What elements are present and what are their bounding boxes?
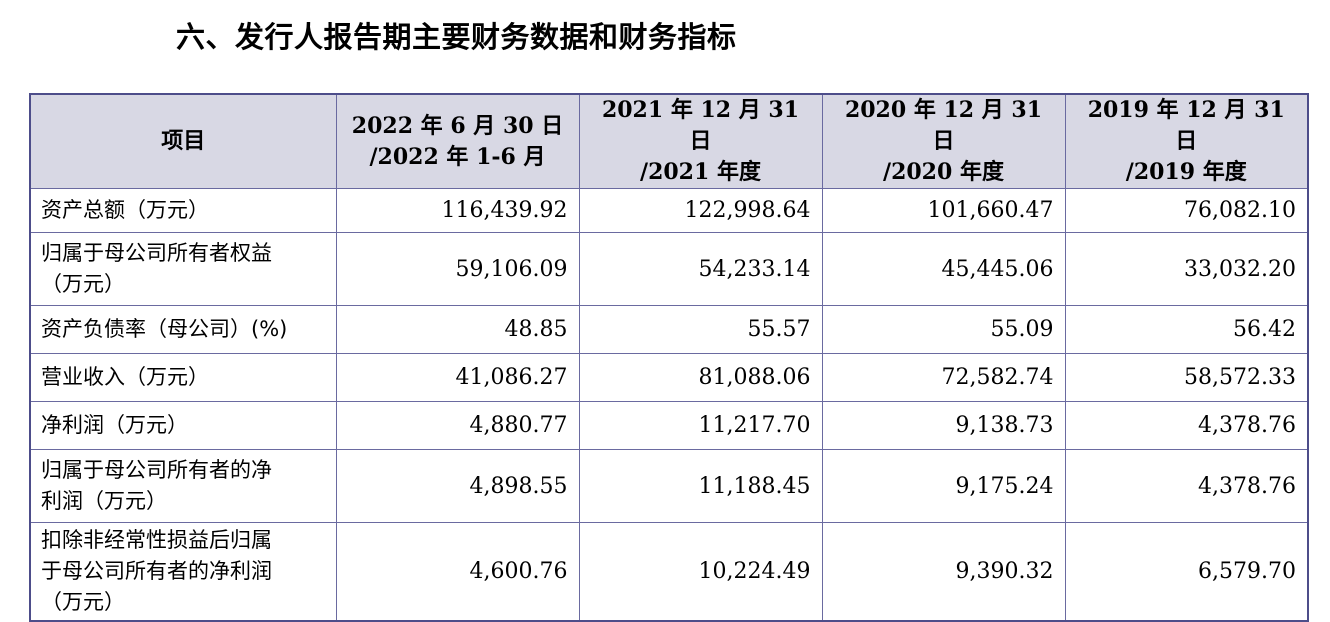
row-label: 归属于母公司所有者的净 利润（万元）: [29, 449, 337, 523]
cell-value: 45,445.06: [821, 232, 1066, 306]
cell-value: 72,582.74: [821, 353, 1066, 402]
header-period-2: 2021 年 12 月 31 日/2021 年度: [578, 93, 823, 189]
table-row: 归属于母公司所有者权益 （万元） 59,106.09 54,233.14 45,445.…: [29, 232, 1309, 306]
cell-value: 33,032.20: [1064, 232, 1309, 306]
table-header: 项目 2022 年 6 月 30 日/2022 年 1-6 月 2021 年 12 …: [29, 93, 1309, 189]
header-line: 2020 年 12 月 31 日: [844, 97, 1043, 154]
cell-value: 54,233.14: [578, 232, 823, 306]
cell-value: 81,088.06: [578, 353, 823, 402]
cell-value: 4,378.76: [1064, 449, 1309, 523]
cell-value: 11,217.70: [578, 401, 823, 450]
row-label: 资产总额（万元）: [29, 188, 337, 233]
cell-value: 4,880.77: [335, 401, 580, 450]
header-line: /2022 年 1-6 月: [369, 143, 546, 170]
header-line: 2021 年 12 月 31 日: [601, 97, 800, 154]
cell-value: 56.42: [1064, 305, 1309, 354]
cell-value: 9,390.32: [821, 522, 1066, 621]
header-line: 项目: [161, 128, 206, 154]
row-label-line: （万元）: [41, 589, 125, 614]
row-label-line: 利润（万元）: [41, 489, 167, 513]
table-row: 资产负债率（母公司）(%) 48.85 55.57 55.09 56.42: [29, 305, 1309, 354]
row-label: 扣除非经常性损益后归属 于母公司所有者的净利润 （万元）: [29, 522, 337, 621]
cell-value: 55.57: [578, 305, 823, 354]
cell-value: 11,188.45: [578, 449, 823, 523]
row-label-line: 资产负债率（母公司）(%): [41, 317, 288, 341]
header-period-1: 2022 年 6 月 30 日/2022 年 1-6 月: [335, 93, 580, 189]
header-row: 项目 2022 年 6 月 30 日/2022 年 1-6 月 2021 年 12 …: [29, 93, 1309, 189]
cell-value: 41,086.27: [335, 353, 580, 402]
cell-value: 58,572.33: [1064, 353, 1309, 402]
row-label: 净利润（万元）: [29, 401, 337, 450]
row-label-line: （万元）: [41, 272, 125, 296]
cell-value: 4,600.76: [335, 522, 580, 621]
table-row: 净利润（万元） 4,880.77 11,217.70 9,138.73 4,378.76: [29, 401, 1309, 450]
cell-value: 10,224.49: [578, 522, 823, 621]
table-row: 营业收入（万元） 41,086.27 81,088.06 72,582.74 58,57…: [29, 353, 1309, 402]
row-label-line: 于母公司所有者的净利润: [41, 558, 272, 583]
cell-value: 122,998.64: [578, 188, 823, 233]
cell-value: 116,439.92: [335, 188, 580, 233]
cell-value: 59,106.09: [335, 232, 580, 306]
cell-value: 6,579.70: [1064, 522, 1309, 621]
cell-value: 55.09: [821, 305, 1066, 354]
cell-value: 9,138.73: [821, 401, 1066, 450]
cell-value: 76,082.10: [1064, 188, 1309, 233]
cell-value: 4,378.76: [1064, 401, 1309, 450]
row-label-line: 归属于母公司所有者的净: [41, 458, 272, 482]
row-label: 资产负债率（母公司）(%): [29, 305, 337, 354]
row-label: 归属于母公司所有者权益 （万元）: [29, 232, 337, 306]
table-row: 扣除非经常性损益后归属 于母公司所有者的净利润 （万元） 4,600.76 10,224…: [29, 522, 1309, 621]
table-row: 归属于母公司所有者的净 利润（万元） 4,898.55 11,188.45 9,175.…: [29, 449, 1309, 523]
cell-value: 101,660.47: [821, 188, 1066, 233]
row-label-line: 资产总额（万元）: [41, 198, 209, 222]
cell-value: 48.85: [335, 305, 580, 354]
header-line: /2020 年度: [883, 159, 1004, 185]
header-item: 项目: [29, 93, 337, 189]
row-label: 营业收入（万元）: [29, 353, 337, 402]
table-body: 资产总额（万元） 116,439.92 122,998.64 101,660.47 76…: [29, 188, 1309, 621]
header-period-4: 2019 年 12 月 31 日/2019 年度: [1064, 93, 1309, 189]
row-label-line: 归属于母公司所有者权益: [41, 241, 272, 265]
row-label-line: 营业收入（万元）: [41, 365, 209, 389]
row-label-line: 扣除非经常性损益后归属: [41, 527, 272, 552]
cell-value: 4,898.55: [335, 449, 580, 523]
section-heading: 六、发行人报告期主要财务数据和财务指标: [176, 20, 737, 54]
header-line: 2019 年 12 月 31 日: [1087, 97, 1285, 154]
header-line: 2022 年 6 月 30 日: [351, 112, 564, 139]
cell-value: 9,175.24: [821, 449, 1066, 523]
header-period-3: 2020 年 12 月 31 日/2020 年度: [821, 93, 1066, 189]
row-label-line: 净利润（万元）: [41, 413, 188, 437]
financial-data-table: 项目 2022 年 6 月 30 日/2022 年 1-6 月 2021 年 12 …: [29, 93, 1309, 622]
header-line: /2019 年度: [1125, 159, 1247, 185]
table-row: 资产总额（万元） 116,439.92 122,998.64 101,660.47 76…: [29, 188, 1309, 233]
header-line: /2021 年度: [640, 159, 761, 185]
